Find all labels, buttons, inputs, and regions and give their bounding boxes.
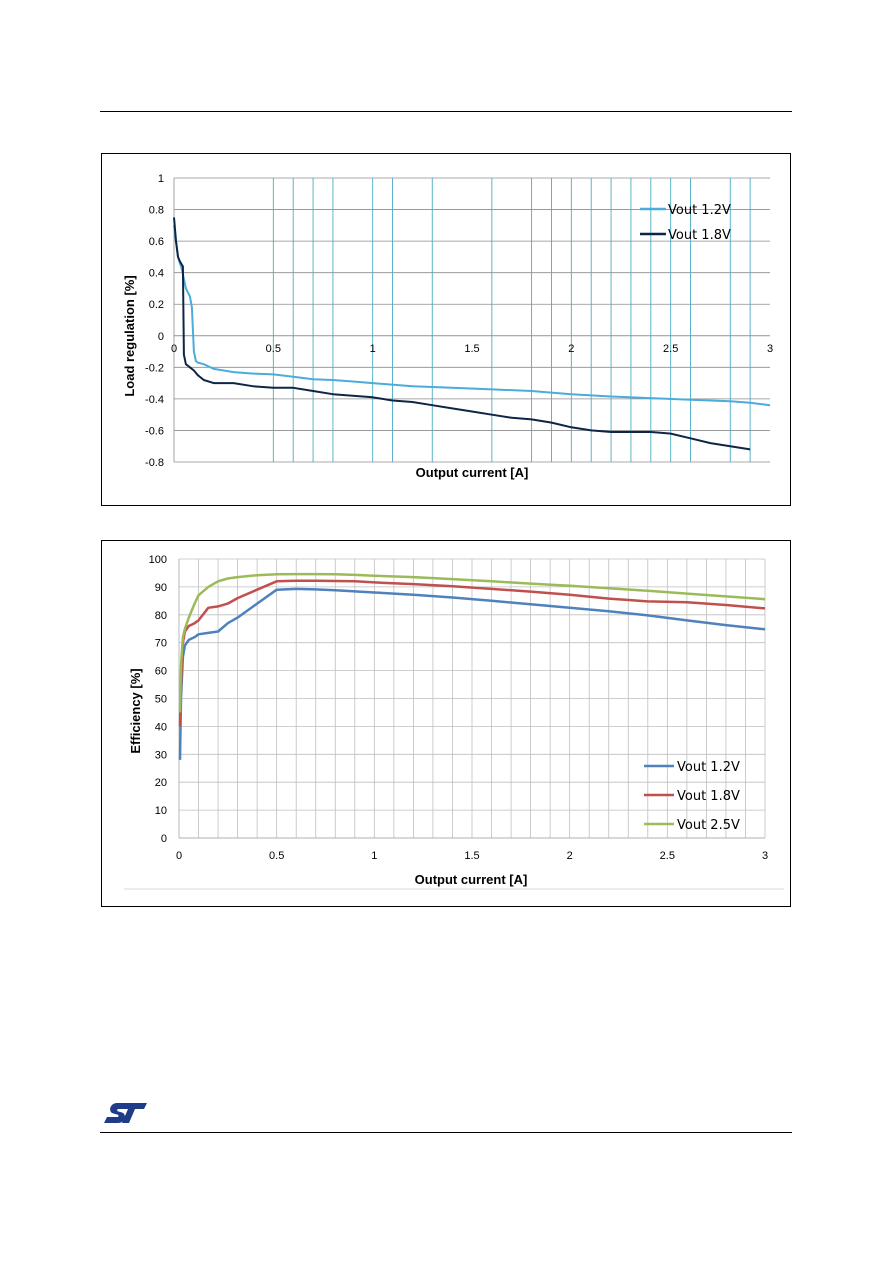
x-tick-label: 2.5 [663, 343, 678, 355]
y-tick-label: 10 [155, 805, 167, 817]
y-axis-title: Load regulation [%] [122, 275, 137, 396]
series-line-0 [178, 587, 766, 760]
x-tick-label: 2.5 [660, 850, 675, 862]
efficiency-chart: 0 10 20 30 40 50 60 70 80 90 100 0 0.5 1 1.5 2 2.5 3 Outpu… [124, 554, 784, 890]
load-regulation-chart-frame: -0.8 -0.6 -0.4 -0.2 0 0.2 0.4 0.6 0.8 1 0 0.5 1 1.5 2 2… [101, 153, 791, 506]
y-tick-label: 100 [149, 554, 167, 566]
x-tick-label: 0.5 [269, 850, 284, 862]
y-tick-label: 70 [155, 638, 167, 650]
x-tick-label: 1 [371, 850, 377, 862]
y-tick-label: -0.8 [145, 457, 164, 469]
x-tick-label: 0 [176, 850, 182, 862]
footer-rule [100, 1132, 792, 1133]
legend-label-2: Vout 2.5V [677, 818, 740, 833]
legend: Vout 1.2V Vout 1.8V Vout 2.5V [644, 760, 740, 833]
series-line-1 [173, 217, 751, 451]
x-tick-label: 0.5 [266, 343, 281, 355]
y-tick-label: 0.6 [149, 236, 164, 248]
x-tick-label: 1.5 [464, 343, 479, 355]
y-tick-label: 40 [155, 721, 167, 733]
y-tick-label: 1 [158, 173, 164, 185]
legend: Vout 1.2V Vout 1.8V [640, 203, 731, 243]
legend-label-0: Vout 1.2V [668, 203, 731, 218]
load-regulation-chart: -0.8 -0.6 -0.4 -0.2 0 0.2 0.4 0.6 0.8 1 0 0.5 1 1.5 2 2… [122, 173, 773, 480]
legend-label-0: Vout 1.2V [677, 760, 740, 775]
header-rule [100, 111, 792, 112]
x-axis-title: Output current [A] [416, 465, 529, 480]
y-tick-label: 0.4 [149, 268, 164, 280]
series-line-0 [173, 225, 771, 407]
y-tick-label: 0 [158, 331, 164, 343]
y-tick-label: 20 [155, 777, 167, 789]
y-tick-label: 30 [155, 749, 167, 761]
y-tick-label: 50 [155, 694, 167, 706]
x-tick-label: 1.5 [464, 850, 479, 862]
y-tick-label: 90 [155, 582, 167, 594]
legend-label-1: Vout 1.8V [677, 789, 740, 804]
y-tick-label: -0.2 [145, 362, 164, 374]
x-tick-label: 3 [762, 850, 768, 862]
y-tick-label: -0.6 [145, 425, 164, 437]
series-line-2 [178, 572, 766, 713]
x-tick-label: 0 [171, 343, 177, 355]
x-tick-label: 2 [567, 850, 573, 862]
x-tick-label: 2 [568, 343, 574, 355]
y-tick-label: 0 [161, 833, 167, 845]
y-tick-label: 80 [155, 610, 167, 622]
y-tick-label: 0.8 [149, 205, 164, 217]
efficiency-chart-frame: 0 10 20 30 40 50 60 70 80 90 100 0 0.5 1 1.5 2 2.5 3 Outpu… [101, 540, 791, 907]
y-tick-label: -0.4 [145, 394, 164, 406]
y-tick-label: 0.2 [149, 299, 164, 311]
x-tick-label: 3 [767, 343, 773, 355]
legend-label-1: Vout 1.8V [668, 228, 731, 243]
grid [178, 558, 766, 839]
x-tick-label: 1 [370, 343, 376, 355]
grid [173, 177, 770, 463]
series-line-1 [178, 579, 766, 727]
y-axis-title: Efficiency [%] [128, 668, 143, 753]
y-tick-label: 60 [155, 666, 167, 678]
st-logo-icon [104, 1103, 147, 1123]
x-axis-title: Output current [A] [415, 872, 528, 887]
